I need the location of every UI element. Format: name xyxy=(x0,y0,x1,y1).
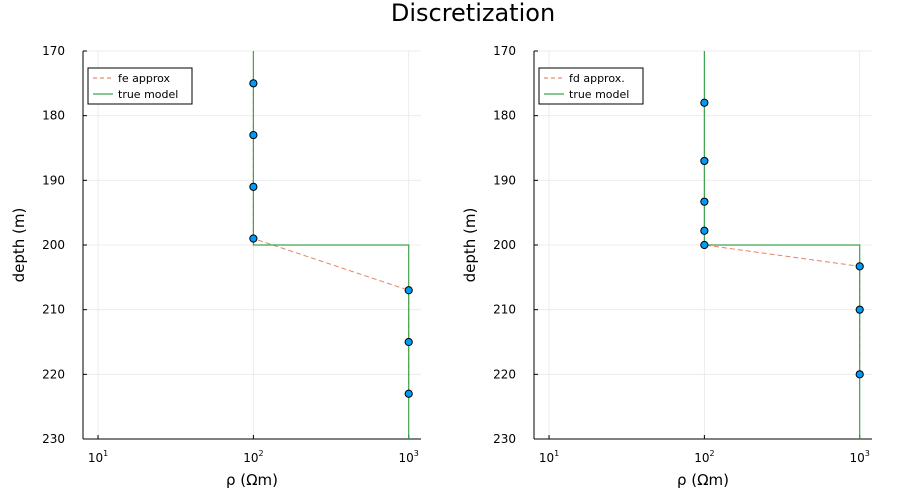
y-tick-label: 230 xyxy=(493,432,516,446)
data-point xyxy=(249,130,258,140)
data-point xyxy=(855,305,864,314)
data-point xyxy=(404,337,413,347)
series-line-true-model xyxy=(252,51,410,439)
legend-box xyxy=(87,67,193,105)
y-tick-label: 170 xyxy=(42,44,65,58)
x-tick-label: 101 xyxy=(539,449,559,465)
data-point xyxy=(249,234,258,243)
y-tick-label: 190 xyxy=(42,173,65,187)
x-tick-label: 103 xyxy=(399,449,419,465)
x-tick-label: 103 xyxy=(850,449,870,465)
x-axis-label: ρ (Ωm) xyxy=(677,471,729,489)
data-point xyxy=(404,389,413,398)
x-tick-label: 102 xyxy=(694,449,714,465)
y-tick-label: 230 xyxy=(42,432,65,446)
y-tick-label: 220 xyxy=(42,367,65,381)
data-point xyxy=(700,226,709,235)
data-point xyxy=(249,79,258,88)
data-point xyxy=(700,197,709,206)
y-tick-label: 170 xyxy=(493,44,516,58)
series-line-approx xyxy=(252,83,410,394)
y-tick-label: 210 xyxy=(493,303,516,317)
x-axis-label: ρ (Ωm) xyxy=(226,471,278,489)
y-axis-label: depth (m) xyxy=(10,208,28,283)
y-tick-label: 180 xyxy=(493,109,516,123)
y-tick-label: 180 xyxy=(42,109,65,123)
data-point xyxy=(249,182,258,191)
data-point xyxy=(700,156,709,166)
data-point xyxy=(855,370,864,379)
figure-title: Discretization xyxy=(391,0,555,27)
data-point xyxy=(855,262,864,271)
y-tick-label: 190 xyxy=(493,173,516,187)
x-tick-label: 102 xyxy=(243,449,263,465)
y-tick-label: 200 xyxy=(493,238,516,252)
legend-label-true-model: true model xyxy=(118,88,178,101)
legend-box xyxy=(538,67,644,105)
y-tick-label: 210 xyxy=(42,303,65,317)
legend-label-approx: fd approx. xyxy=(569,72,625,85)
y-axis-label: depth (m) xyxy=(461,208,479,283)
y-tick-label: 200 xyxy=(42,238,65,252)
data-point xyxy=(700,98,709,107)
legend-label-approx: fe approx xyxy=(118,72,171,85)
data-point xyxy=(700,240,709,250)
subplot-left: 170 180 190 200 210 220 230 101 102 103 ρ (Ωm) dept… xyxy=(10,44,421,489)
data-point xyxy=(404,286,413,295)
x-tick-label: 101 xyxy=(88,449,108,465)
series-line-true-model xyxy=(703,51,861,439)
legend-label-true-model: true model xyxy=(569,88,629,101)
series-line-approx xyxy=(703,102,861,375)
y-tick-label: 220 xyxy=(493,367,516,381)
subplot-right: 170 180 190 200 210 220 230 101 102 103 ρ (Ωm) dept… xyxy=(461,44,872,489)
